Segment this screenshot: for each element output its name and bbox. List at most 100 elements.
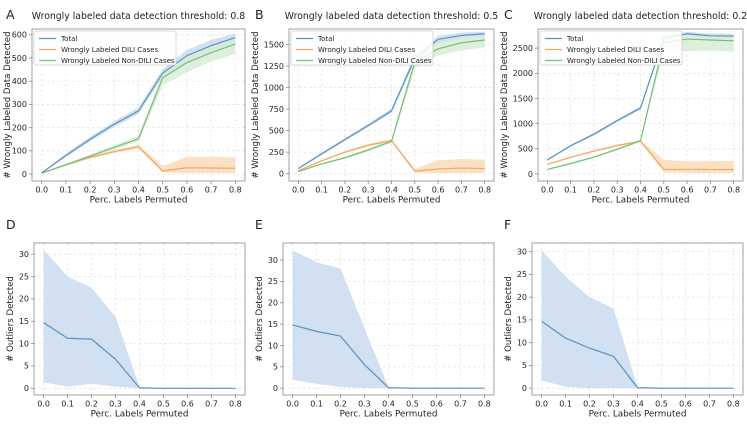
x-tick-label: 0.2 (339, 186, 352, 195)
confidence-band (298, 35, 485, 172)
chart-svg-b: 0.0 0.1 0.2 0.3 0.4 0.5 0.6 0.7 0.8 0 250 500 750 100… (251, 7, 498, 206)
panel-d: 0.0 0.1 0.2 0.3 0.4 0.5 0.6 0.7 0.8 0 5 10 15 20 25 30 P… (0, 210, 249, 421)
y-tick-label: 200 (12, 123, 27, 132)
panel-letter: D (6, 217, 16, 232)
legend (33, 30, 177, 66)
x-tick-label: 0.8 (229, 186, 242, 195)
y-tick-label: 5 (273, 363, 278, 372)
x-tick-label: 0.7 (454, 400, 467, 409)
x-tick-label: 0.6 (432, 186, 445, 195)
y-tick-label: 0 (22, 170, 27, 179)
panel-title: Wrongly labeled data detection threshold… (32, 11, 245, 22)
series-line (298, 39, 485, 173)
panel-letter: B (255, 7, 264, 22)
panel-e: 0.0 0.1 0.2 0.3 0.4 0.5 0.6 0.7 0.8 0 5 10 15 20 25 30 P… (249, 210, 498, 421)
y-tick-label: 10 (19, 339, 29, 348)
y-tick-label: 10 (517, 338, 527, 347)
x-tick-label: 0.2 (84, 186, 97, 195)
x-tick-label: 0.1 (315, 186, 328, 195)
x-tick-label: 0.8 (727, 400, 740, 409)
y-axis-title: # Wrongly Labeled Data Detected (251, 31, 261, 178)
chart-svg-d: 0.0 0.1 0.2 0.3 0.4 0.5 0.6 0.7 0.8 0 5 10 15 20 25 30 P… (6, 217, 246, 420)
x-tick-label: 0.6 (430, 400, 443, 409)
x-tick-label: 0.1 (310, 400, 323, 409)
y-tick-label: 15 (19, 317, 29, 326)
panel-a: 0.0 0.1 0.2 0.3 0.4 0.5 0.6 0.7 0.8 0 100 200 300 400… (0, 0, 249, 210)
y-tick-label: 0 (273, 384, 278, 393)
confidence-band (41, 37, 236, 174)
panel-c: 0.0 0.1 0.2 0.3 0.4 0.5 0.6 0.7 0.8 0 500 1000 1500 2… (498, 0, 747, 210)
x-tick-label: 0.8 (727, 186, 740, 195)
y-tick-label: 20 (19, 295, 29, 304)
series-line (41, 37, 236, 174)
panel-f: 0.0 0.1 0.2 0.3 0.4 0.5 0.6 0.7 0.8 0 5 10 15 20 25 30 P… (498, 210, 747, 421)
x-tick-label: 0.0 (35, 186, 48, 195)
y-tick-label: 1000 (264, 83, 284, 92)
y-axis-title: # Outliers Detected (255, 276, 265, 362)
y-tick-label: 30 (19, 250, 29, 259)
x-axis-title: Perc. Labels Permuted (592, 196, 690, 206)
x-tick-label: 0.5 (157, 400, 170, 409)
y-tick-label: 750 (269, 105, 284, 114)
x-tick-label: 0.1 (61, 400, 74, 409)
chart-svg-a: 0.0 0.1 0.2 0.3 0.4 0.5 0.6 0.7 0.8 0 100 200 300 400… (3, 7, 246, 206)
legend-label: Wrongly Labeled DILI Cases (61, 46, 158, 54)
panel-title: Wrongly labeled data detection threshold… (285, 11, 498, 22)
x-tick-label: 0.4 (382, 400, 395, 409)
x-tick-label: 0.3 (362, 186, 375, 195)
x-tick-label: 0.0 (541, 186, 554, 195)
y-tick-label: 0 (24, 384, 29, 393)
y-tick-label: 20 (268, 299, 278, 308)
panel-letter: C (504, 7, 513, 22)
y-tick-label: 1250 (264, 62, 284, 71)
x-tick-label: 0.7 (205, 186, 218, 195)
y-tick-label: 25 (19, 272, 29, 281)
panel-letter: E (255, 217, 263, 232)
x-tick-label: 0.3 (607, 400, 620, 409)
panel-letter: F (504, 217, 511, 232)
x-tick-label: 0.7 (455, 186, 468, 195)
legend-label: Wrongly Labeled DILI Cases (318, 46, 415, 54)
chart-svg-f: 0.0 0.1 0.2 0.3 0.4 0.5 0.6 0.7 0.8 0 5 10 15 20 25 30 P… (504, 217, 744, 420)
legend-label: Total (60, 35, 77, 43)
y-tick-label: 0 (522, 384, 527, 393)
x-tick-label: 0.2 (588, 186, 601, 195)
y-tick-label: 100 (12, 147, 27, 156)
panel-letter: A (6, 7, 15, 22)
y-axis-title: # Wrongly Labeled Data Detected (3, 31, 13, 178)
confidence-band (298, 139, 485, 173)
y-tick-label: 0 (528, 170, 533, 179)
x-tick-label: 0.5 (657, 186, 670, 195)
confidence-band (547, 140, 734, 174)
y-tick-label: 25 (517, 270, 527, 279)
x-tick-label: 0.6 (181, 186, 194, 195)
legend-label: Wrongly Labeled Non-DILI Cases (567, 57, 681, 65)
y-tick-label: 1500 (513, 94, 533, 103)
y-tick-label: 2000 (513, 69, 533, 78)
x-tick-label: 0.3 (108, 186, 121, 195)
legend-label: Wrongly Labeled Non-DILI Cases (61, 57, 175, 65)
confidence-band (547, 32, 734, 161)
series-line (41, 43, 236, 174)
x-tick-label: 0.6 (681, 186, 694, 195)
y-axis-title: # Outliers Detected (504, 276, 514, 362)
x-tick-label: 0.5 (655, 400, 668, 409)
x-tick-label: 0.3 (109, 400, 122, 409)
x-axis-title: Perc. Labels Permuted (343, 196, 441, 206)
series-line (541, 320, 734, 389)
y-axis-title: # Wrongly Labeled Data Detected (500, 31, 510, 178)
confidence-band (41, 144, 236, 174)
x-tick-label: 0.7 (205, 400, 218, 409)
x-tick-label: 0.8 (478, 186, 491, 195)
legend-label: Wrongly Labeled DILI Cases (567, 46, 664, 54)
x-tick-label: 0.2 (583, 400, 596, 409)
x-tick-label: 0.5 (406, 400, 419, 409)
y-tick-label: 15 (268, 320, 278, 329)
x-tick-label: 0.8 (229, 400, 242, 409)
x-tick-label: 0.1 (559, 400, 572, 409)
chart-svg-e: 0.0 0.1 0.2 0.3 0.4 0.5 0.6 0.7 0.8 0 5 10 15 20 25 30 P… (255, 217, 495, 420)
y-tick-label: 25 (268, 277, 278, 286)
x-tick-label: 0.0 (37, 400, 50, 409)
legend-label: Total (317, 35, 334, 43)
